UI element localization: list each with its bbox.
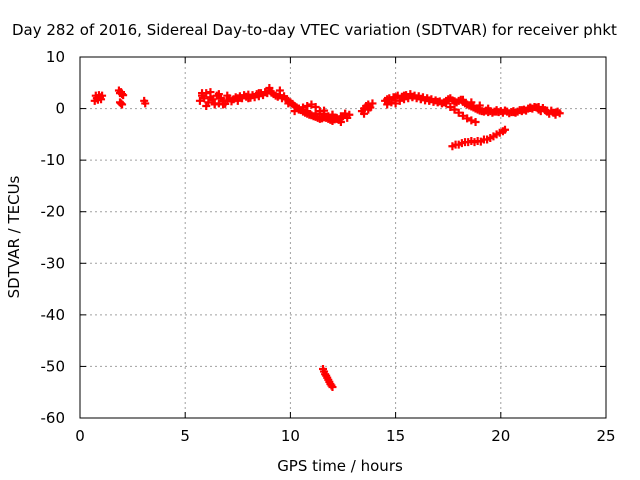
data-point (208, 95, 217, 104)
y-tick-label: 0 (55, 100, 65, 118)
data-point (303, 101, 312, 110)
data-point (416, 94, 425, 103)
x-tick-label: 0 (75, 427, 85, 445)
data-point (98, 91, 107, 100)
data-point (311, 109, 320, 118)
data-point (543, 106, 552, 115)
data-point (467, 116, 476, 125)
y-tick-label: -20 (41, 203, 66, 221)
data-point (433, 97, 442, 106)
data-point (368, 99, 377, 108)
x-tick-label: 10 (281, 427, 300, 445)
data-point (119, 91, 128, 100)
x-tick-label: 25 (596, 427, 615, 445)
data-point (509, 108, 518, 117)
data-point (328, 110, 337, 119)
data-points (90, 83, 564, 392)
data-point (391, 93, 400, 102)
data-point (364, 105, 373, 114)
data-point (458, 95, 467, 104)
axis-ticks (79, 56, 607, 419)
tick-labels: 0 5 10 15 20 25 10 0 -10 -20 -30 -40 -50 -60 (41, 48, 616, 445)
data-point (223, 91, 232, 100)
data-point (526, 104, 535, 113)
data-point (408, 92, 417, 101)
data-point (324, 112, 333, 121)
x-tick-label: 15 (386, 427, 405, 445)
data-point (492, 107, 501, 116)
data-point (315, 107, 324, 116)
chart-title: Day 282 of 2016, Sidereal Day-to-day VTE… (12, 21, 617, 39)
data-point (336, 112, 345, 121)
x-tick-label: 20 (491, 427, 510, 445)
data-point (118, 100, 127, 109)
data-point (341, 109, 350, 118)
data-point (332, 114, 341, 123)
data-point (450, 97, 459, 106)
data-point (450, 105, 459, 114)
data-point (467, 98, 476, 107)
data-point (501, 106, 510, 115)
y-tick-label: 10 (46, 48, 65, 66)
data-point (471, 117, 480, 126)
data-point (360, 109, 369, 118)
data-point (534, 103, 543, 112)
data-point (458, 111, 467, 120)
y-tick-label: -10 (41, 151, 66, 169)
data-point (219, 100, 228, 109)
data-point (425, 96, 434, 105)
data-point (290, 107, 299, 116)
grid-lines (80, 57, 606, 418)
data-point (383, 95, 392, 104)
data-point (284, 99, 293, 108)
data-point (265, 83, 274, 92)
data-point (501, 125, 510, 134)
data-point (307, 100, 316, 109)
y-axis-label: SDTVAR / TECUs (5, 175, 23, 298)
data-point (198, 89, 207, 98)
data-point (400, 91, 409, 100)
data-point (328, 383, 337, 392)
data-point (275, 86, 284, 95)
data-point (299, 103, 308, 112)
x-axis-label: GPS time / hours (277, 457, 403, 475)
y-tick-label: -60 (41, 409, 66, 427)
y-tick-label: -30 (41, 254, 66, 272)
data-point (210, 99, 219, 108)
data-point (206, 88, 215, 97)
y-tick-label: -50 (41, 357, 66, 375)
plot-frame (79, 56, 607, 419)
data-point (311, 103, 320, 112)
data-point (254, 89, 263, 98)
data-point (551, 108, 560, 117)
data-point (294, 105, 303, 114)
data-point (214, 90, 223, 99)
data-point (463, 114, 472, 123)
data-point (395, 96, 404, 105)
data-point (195, 96, 204, 105)
data-point (141, 99, 150, 108)
y-tick-label: -40 (41, 306, 66, 324)
data-point (454, 108, 463, 117)
data-point (517, 106, 526, 115)
data-point (320, 109, 329, 118)
data-point (446, 103, 455, 112)
data-point (484, 104, 493, 113)
data-point (244, 94, 253, 103)
data-point (442, 99, 451, 108)
data-point (475, 101, 484, 110)
x-tick-label: 5 (180, 427, 190, 445)
data-point (233, 96, 242, 105)
data-point (202, 101, 211, 110)
